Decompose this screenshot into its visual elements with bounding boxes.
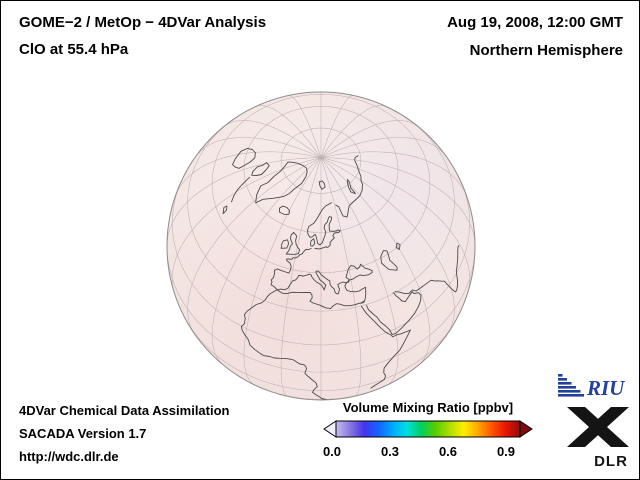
colorbar-gradient-bar: [335, 420, 521, 438]
plot-title: GOME−2 / MetOp − 4DVar Analysis: [19, 14, 267, 31]
graticule-lines: [167, 92, 475, 400]
plot-datetime: Aug 19, 2008, 12:00 GMT: [447, 14, 623, 31]
riu-triangle-icon: [558, 374, 584, 397]
dlr-wing-icon: [567, 407, 629, 447]
colorbar-title: Volume Mixing Ratio [ppbv]: [342, 400, 514, 415]
colorbar-right-arrow: [519, 420, 533, 438]
globe-outline: [166, 91, 476, 401]
footer-line-version: SACADA Version 1.7: [19, 426, 147, 441]
riu-logo: RIU: [558, 374, 626, 400]
dlr-logo: DLR: [567, 407, 629, 470]
plot-subtitle: ClO at 55.4 hPa: [19, 41, 129, 58]
riu-logo-text: RIU: [586, 376, 626, 400]
colorbar-tick-label: 0.6: [438, 444, 458, 459]
footer-line-assimilation: 4DVar Chemical Data Assimilation: [19, 403, 230, 418]
colorbar-left-arrow: [323, 420, 337, 438]
colorbar-tick-label: 0.0: [322, 444, 342, 459]
colorbar-tick-label: 0.3: [380, 444, 400, 459]
dlr-logo-text: DLR: [594, 453, 628, 470]
coastlines: [222, 147, 460, 400]
footer-line-url: http://wdc.dlr.de: [19, 449, 119, 464]
plot-region-label: Northern Hemisphere: [469, 42, 623, 59]
colorbar: [323, 420, 533, 438]
colorbar-tick-label: 0.9: [496, 444, 516, 459]
globe-map: [166, 91, 476, 401]
globe: [166, 91, 476, 401]
